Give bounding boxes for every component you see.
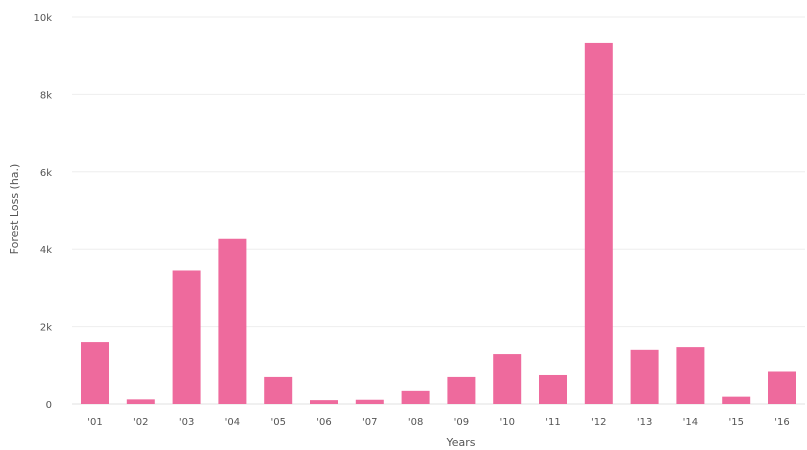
y-tick-label: 4k [40,245,52,256]
x-tick-label: '04 [225,417,240,428]
y-tick-label: 0 [46,400,52,411]
bar-04[interactable] [218,238,247,404]
x-tick-label: '05 [270,417,285,428]
bar-15[interactable] [722,396,751,404]
x-tick-label: '09 [454,417,469,428]
bar-12[interactable] [584,42,613,404]
x-tick-label: '13 [637,417,652,428]
y-axis-title: Forest Loss (ha.) [8,164,21,255]
x-tick-label: '11 [545,417,560,428]
bars [81,42,796,404]
bar-10[interactable] [493,354,522,404]
x-tick-label: '03 [179,417,194,428]
x-axis-title: Years [445,436,475,449]
x-tick-label: '12 [591,417,606,428]
bar-11[interactable] [539,374,567,404]
bar-05[interactable] [264,376,293,404]
x-tick-labels: '01 '02 '03 '04 '05 '06 '07 '08 '09 '10 '11 '12 '13 '… [87,417,789,428]
x-tick-label: '01 [87,417,102,428]
bar-14[interactable] [676,347,705,404]
bar-08[interactable] [401,390,430,404]
y-tick-label: 10k [33,13,52,24]
bar-13[interactable] [630,349,659,404]
x-tick-label: '16 [774,417,789,428]
bar-06[interactable] [310,400,338,404]
bar-07[interactable] [355,399,384,404]
bar-02[interactable] [126,399,155,404]
bar-01[interactable] [81,342,109,404]
x-tick-label: '14 [683,417,698,428]
x-tick-label: '08 [408,417,423,428]
x-tick-label: '02 [133,417,148,428]
y-tick-label: 6k [40,168,52,179]
bar-09[interactable] [447,376,476,404]
y-tick-labels: 0 2k 4k 6k 8k 10k [33,13,52,411]
x-tick-label: '07 [362,417,377,428]
bar-16[interactable] [768,371,796,404]
y-tick-label: 8k [40,90,52,101]
x-tick-label: '06 [316,417,331,428]
x-tick-label: '15 [728,417,743,428]
y-tick-label: 2k [40,323,52,334]
bar-03[interactable] [172,270,201,404]
x-tick-label: '10 [499,417,514,428]
